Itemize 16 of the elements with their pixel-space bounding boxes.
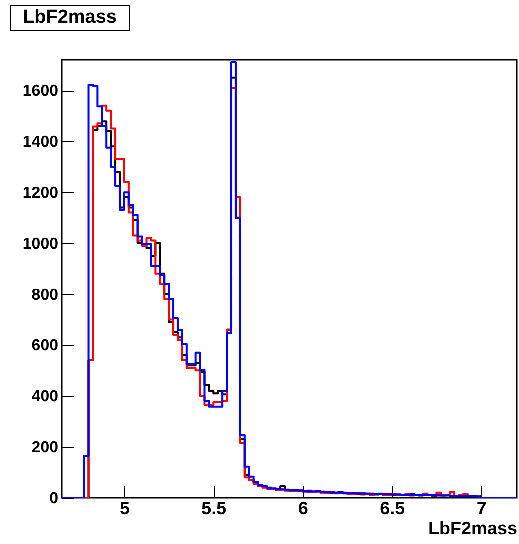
x-tick-label: 5.5 [202, 498, 227, 518]
y-tick-label: 1200 [22, 184, 59, 202]
y-tick-label: 0 [50, 490, 59, 508]
y-tick-label: 1000 [22, 236, 59, 253]
y-tick-label: 600 [32, 338, 59, 355]
y-tick-label: 1600 [22, 83, 59, 100]
y-tick-label: 400 [32, 388, 59, 406]
x-axis-title: LbF2mass [428, 518, 518, 538]
x-tick-label: 6 [298, 498, 308, 518]
y-tick-label: 800 [32, 286, 59, 304]
chart-title: LbF2mass [10, 5, 130, 31]
x-tick-label: 5 [120, 498, 130, 518]
y-tick-label: 1400 [22, 134, 59, 151]
x-tick-label: 7 [476, 498, 487, 518]
y-tick-label: 200 [32, 440, 59, 457]
x-tick-label: 6.5 [380, 498, 406, 518]
